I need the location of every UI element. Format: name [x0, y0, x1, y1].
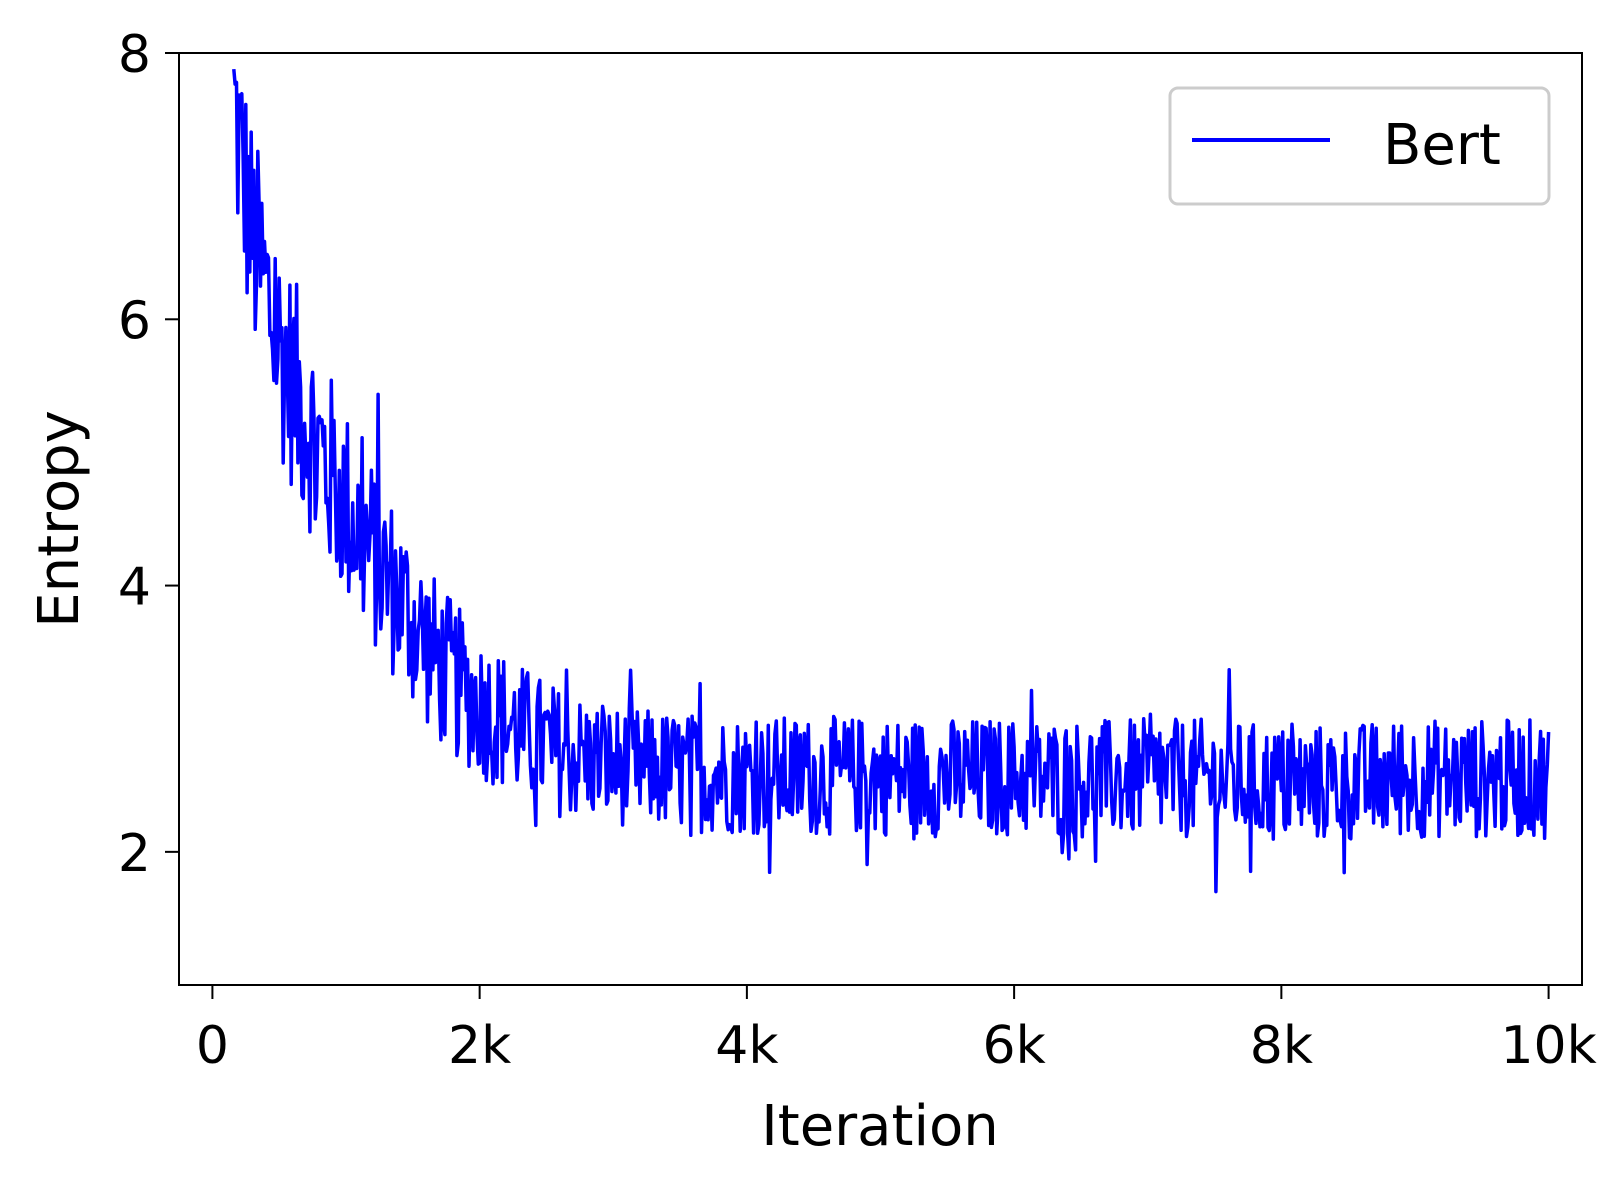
y-tick-label: 8 — [118, 25, 151, 85]
x-tick-label: 6k — [983, 1016, 1046, 1076]
x-tick-label: 0 — [196, 1016, 229, 1076]
y-axis-ticks: 2 4 6 8 — [118, 25, 179, 884]
y-tick-label: 6 — [118, 291, 151, 351]
legend-box — [1168, 86, 1551, 206]
x-tick-label: 8k — [1250, 1016, 1313, 1076]
legend: Bert — [1168, 86, 1551, 206]
y-tick-label: 4 — [118, 558, 151, 618]
plot-frame — [178, 52, 1583, 986]
series-layer — [232, 68, 1551, 894]
x-tick-label: 10k — [1500, 1016, 1596, 1076]
x-axis-title: Iteration — [761, 1094, 999, 1159]
x-tick-label: 4k — [715, 1016, 778, 1076]
y-tick-label: 2 — [118, 824, 151, 884]
y-axis-title: Entropy — [27, 410, 92, 628]
legend-label: Bert — [1383, 113, 1501, 178]
x-axis-ticks: 0 2k 4k 6k 8k 10k — [196, 985, 1597, 1076]
x-tick-label: 2k — [448, 1016, 511, 1076]
series-line-bert — [232, 68, 1551, 894]
